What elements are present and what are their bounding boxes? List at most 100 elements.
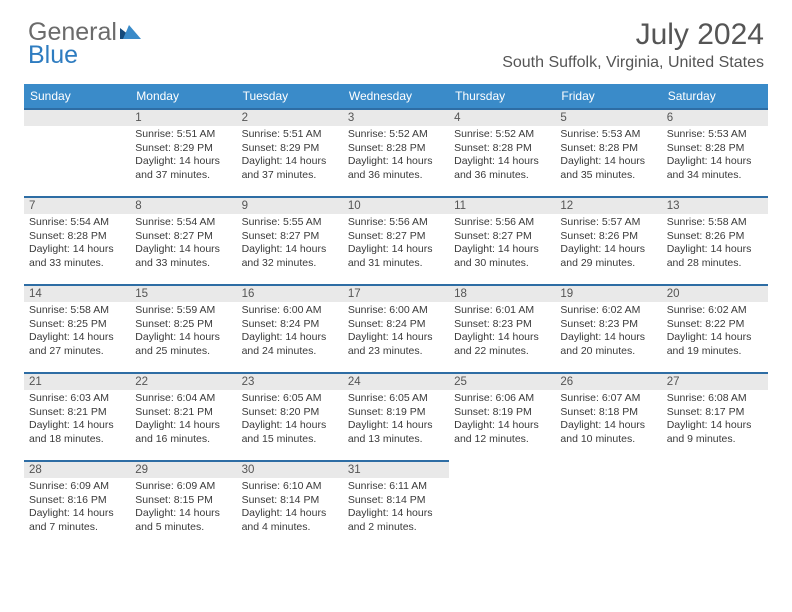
sunrise-line: Sunrise: 5:59 AM xyxy=(135,304,231,318)
sunset-line: Sunset: 8:28 PM xyxy=(348,142,444,156)
month-title: July 2024 xyxy=(502,18,764,52)
daylight-line: Daylight: 14 hours and 18 minutes. xyxy=(29,419,125,446)
daynum-bar: 11 xyxy=(449,196,555,214)
daylight-line: Daylight: 14 hours and 36 minutes. xyxy=(348,155,444,182)
sunrise-line: Sunrise: 6:05 AM xyxy=(348,392,444,406)
daylight-line: Daylight: 14 hours and 37 minutes. xyxy=(135,155,231,182)
daylight-line: Daylight: 14 hours and 24 minutes. xyxy=(242,331,338,358)
daynum-bar: 20 xyxy=(662,284,768,302)
daylight-line: Daylight: 14 hours and 32 minutes. xyxy=(242,243,338,270)
calendar-row: 7Sunrise: 5:54 AMSunset: 8:28 PMDaylight… xyxy=(24,196,768,284)
sunset-line: Sunset: 8:24 PM xyxy=(348,318,444,332)
sunset-line: Sunset: 8:28 PM xyxy=(29,230,125,244)
sunrise-line: Sunrise: 5:58 AM xyxy=(29,304,125,318)
sunrise-line: Sunrise: 6:06 AM xyxy=(454,392,550,406)
cell-body: Sunrise: 6:03 AMSunset: 8:21 PMDaylight:… xyxy=(24,390,130,451)
calendar-cell: 5Sunrise: 5:53 AMSunset: 8:28 PMDaylight… xyxy=(555,108,661,196)
daynum-bar: 10 xyxy=(343,196,449,214)
daynum-bar: 3 xyxy=(343,108,449,126)
sunset-line: Sunset: 8:26 PM xyxy=(667,230,763,244)
cell-body: Sunrise: 6:06 AMSunset: 8:19 PMDaylight:… xyxy=(449,390,555,451)
sunrise-line: Sunrise: 5:56 AM xyxy=(454,216,550,230)
sunrise-line: Sunrise: 5:51 AM xyxy=(242,128,338,142)
calendar-cell: 18Sunrise: 6:01 AMSunset: 8:23 PMDayligh… xyxy=(449,284,555,372)
cell-body: Sunrise: 6:10 AMSunset: 8:14 PMDaylight:… xyxy=(237,478,343,539)
sunset-line: Sunset: 8:28 PM xyxy=(560,142,656,156)
cell-body: Sunrise: 5:59 AMSunset: 8:25 PMDaylight:… xyxy=(130,302,236,363)
weekday-header: Saturday xyxy=(662,84,768,108)
sunset-line: Sunset: 8:21 PM xyxy=(135,406,231,420)
daylight-line: Daylight: 14 hours and 23 minutes. xyxy=(348,331,444,358)
sunrise-line: Sunrise: 5:53 AM xyxy=(667,128,763,142)
sunrise-line: Sunrise: 5:55 AM xyxy=(242,216,338,230)
cell-body: Sunrise: 6:00 AMSunset: 8:24 PMDaylight:… xyxy=(237,302,343,363)
daylight-line: Daylight: 14 hours and 27 minutes. xyxy=(29,331,125,358)
daynum-bar: 12 xyxy=(555,196,661,214)
sunrise-line: Sunrise: 5:56 AM xyxy=(348,216,444,230)
daylight-line: Daylight: 14 hours and 15 minutes. xyxy=(242,419,338,446)
sunrise-line: Sunrise: 5:51 AM xyxy=(135,128,231,142)
sunrise-line: Sunrise: 6:04 AM xyxy=(135,392,231,406)
daynum-bar: 31 xyxy=(343,460,449,478)
cell-body: Sunrise: 6:09 AMSunset: 8:16 PMDaylight:… xyxy=(24,478,130,539)
sunrise-line: Sunrise: 6:02 AM xyxy=(560,304,656,318)
daylight-line: Daylight: 14 hours and 31 minutes. xyxy=(348,243,444,270)
daylight-line: Daylight: 14 hours and 33 minutes. xyxy=(135,243,231,270)
daynum-bar: 14 xyxy=(24,284,130,302)
sunset-line: Sunset: 8:14 PM xyxy=(242,494,338,508)
cell-body: Sunrise: 5:51 AMSunset: 8:29 PMDaylight:… xyxy=(237,126,343,187)
daylight-line: Daylight: 14 hours and 12 minutes. xyxy=(454,419,550,446)
daylight-line: Daylight: 14 hours and 4 minutes. xyxy=(242,507,338,534)
daynum-bar: 25 xyxy=(449,372,555,390)
sunrise-line: Sunrise: 6:11 AM xyxy=(348,480,444,494)
sunset-line: Sunset: 8:15 PM xyxy=(135,494,231,508)
calendar-cell xyxy=(449,460,555,548)
cell-body: Sunrise: 6:02 AMSunset: 8:22 PMDaylight:… xyxy=(662,302,768,363)
sunrise-line: Sunrise: 5:53 AM xyxy=(560,128,656,142)
location: South Suffolk, Virginia, United States xyxy=(502,54,764,72)
daylight-line: Daylight: 14 hours and 29 minutes. xyxy=(560,243,656,270)
sunrise-line: Sunrise: 5:58 AM xyxy=(667,216,763,230)
daynum-bar: 17 xyxy=(343,284,449,302)
weekday-header: Sunday xyxy=(24,84,130,108)
daynum-bar: 1 xyxy=(130,108,236,126)
daynum-bar: 16 xyxy=(237,284,343,302)
daynum-bar: 27 xyxy=(662,372,768,390)
daynum-bar: 7 xyxy=(24,196,130,214)
sunrise-line: Sunrise: 6:01 AM xyxy=(454,304,550,318)
daynum-bar: 26 xyxy=(555,372,661,390)
calendar-row: 14Sunrise: 5:58 AMSunset: 8:25 PMDayligh… xyxy=(24,284,768,372)
cell-body: Sunrise: 5:58 AMSunset: 8:25 PMDaylight:… xyxy=(24,302,130,363)
sunrise-line: Sunrise: 6:00 AM xyxy=(348,304,444,318)
calendar-body: 1Sunrise: 5:51 AMSunset: 8:29 PMDaylight… xyxy=(24,108,768,548)
sunset-line: Sunset: 8:24 PM xyxy=(242,318,338,332)
calendar-cell: 20Sunrise: 6:02 AMSunset: 8:22 PMDayligh… xyxy=(662,284,768,372)
daynum-bar: 19 xyxy=(555,284,661,302)
calendar-cell: 24Sunrise: 6:05 AMSunset: 8:19 PMDayligh… xyxy=(343,372,449,460)
sunrise-line: Sunrise: 6:09 AM xyxy=(29,480,125,494)
daylight-line: Daylight: 14 hours and 19 minutes. xyxy=(667,331,763,358)
daynum-bar: 9 xyxy=(237,196,343,214)
daynum-bar: 28 xyxy=(24,460,130,478)
daylight-line: Daylight: 14 hours and 5 minutes. xyxy=(135,507,231,534)
sunrise-line: Sunrise: 6:02 AM xyxy=(667,304,763,318)
sunrise-line: Sunrise: 6:00 AM xyxy=(242,304,338,318)
daynum-bar: 24 xyxy=(343,372,449,390)
sunset-line: Sunset: 8:16 PM xyxy=(29,494,125,508)
daylight-line: Daylight: 14 hours and 7 minutes. xyxy=(29,507,125,534)
calendar-cell xyxy=(662,460,768,548)
calendar-cell: 8Sunrise: 5:54 AMSunset: 8:27 PMDaylight… xyxy=(130,196,236,284)
sunset-line: Sunset: 8:29 PM xyxy=(242,142,338,156)
sunrise-line: Sunrise: 5:52 AM xyxy=(454,128,550,142)
cell-body: Sunrise: 6:11 AMSunset: 8:14 PMDaylight:… xyxy=(343,478,449,539)
daynum-bar: 4 xyxy=(449,108,555,126)
daynum-bar: 6 xyxy=(662,108,768,126)
calendar-cell xyxy=(555,460,661,548)
sunset-line: Sunset: 8:18 PM xyxy=(560,406,656,420)
daylight-line: Daylight: 14 hours and 25 minutes. xyxy=(135,331,231,358)
daynum-bar: 5 xyxy=(555,108,661,126)
sunset-line: Sunset: 8:29 PM xyxy=(135,142,231,156)
sunrise-line: Sunrise: 6:10 AM xyxy=(242,480,338,494)
calendar-cell: 19Sunrise: 6:02 AMSunset: 8:23 PMDayligh… xyxy=(555,284,661,372)
sunset-line: Sunset: 8:23 PM xyxy=(560,318,656,332)
